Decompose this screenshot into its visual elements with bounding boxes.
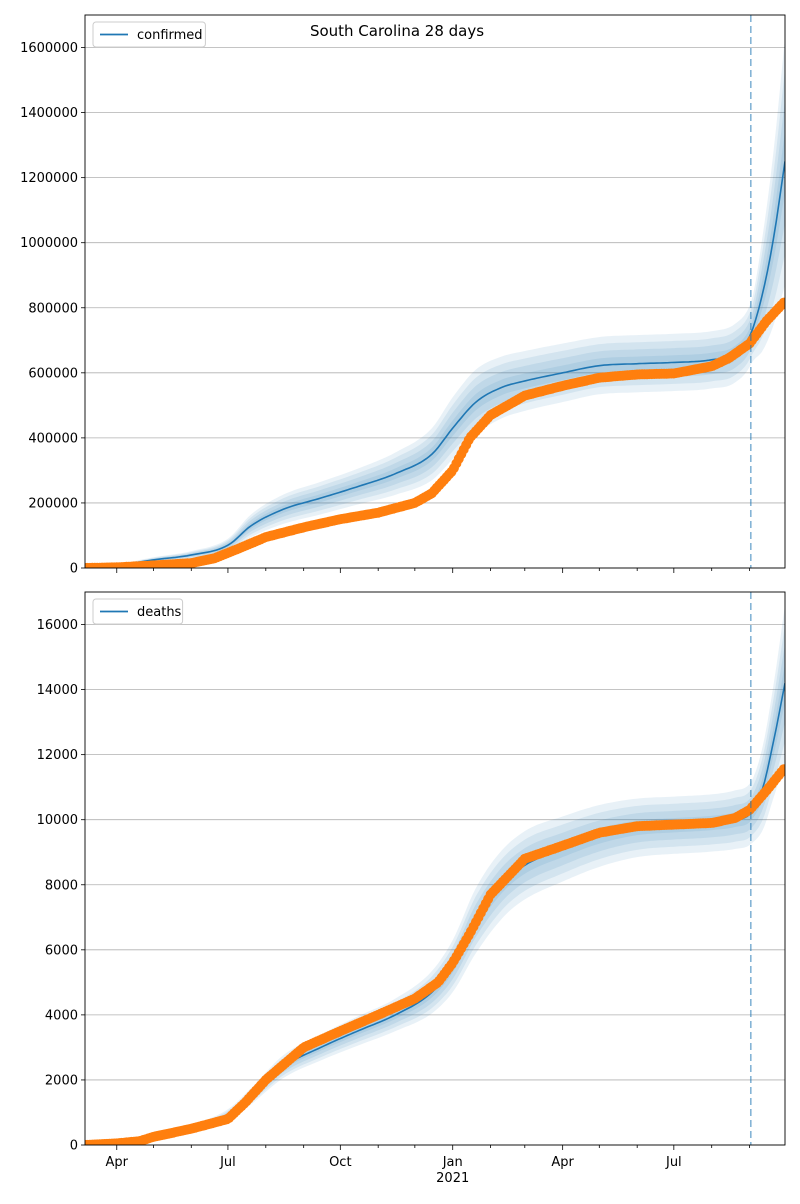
legend-label-deaths: deaths (137, 605, 182, 620)
uncertainty-band (85, 37, 785, 568)
y-tick-label: 14000 (37, 683, 78, 698)
uncertainty-band (85, 605, 785, 1145)
uncertainty-band (85, 68, 785, 568)
y-tick-label: 1200000 (20, 171, 78, 186)
x-tick-label: Apr (106, 1155, 129, 1170)
model-line-deaths (85, 682, 785, 1145)
confirmed-panel: 0 200000 400000 600000 800000 1000000 1200000 1… (20, 14, 786, 577)
x-tick-label: Jul (665, 1155, 682, 1170)
y-tick-label: 0 (70, 1139, 78, 1154)
y-tick-label: 200000 (28, 496, 78, 511)
y-tick-label: 12000 (37, 748, 78, 763)
y-tick-label: 6000 (45, 943, 78, 958)
x-year-label: 2021 (436, 1171, 469, 1186)
y-tick-label: 1400000 (20, 106, 78, 121)
uncertainty-band (85, 644, 785, 1145)
uncertainty-band (85, 663, 785, 1145)
plot-area (85, 37, 785, 568)
y-tick-label: 0 (70, 562, 78, 577)
y-tick-label: 4000 (45, 1008, 78, 1023)
axes-frame (84, 14, 786, 569)
legend-box (92, 21, 206, 48)
y-tick-label: 600000 (28, 366, 78, 381)
y-tick-label: 2000 (45, 1073, 78, 1088)
observed-point (778, 297, 785, 308)
y-tick-label: 16000 (37, 618, 78, 633)
plot-area (85, 605, 785, 1145)
x-tick-label: Oct (329, 1155, 351, 1170)
y-tick-label: 1600000 (20, 41, 78, 56)
legend: confirmed (92, 21, 206, 48)
x-tick-label: Jan (442, 1155, 463, 1170)
legend-label-confirmed: confirmed (137, 28, 203, 43)
y-tick-label: 400000 (28, 431, 78, 446)
y-tick-label: 8000 (45, 878, 78, 893)
y-tick-label: 800000 (28, 301, 78, 316)
model-line-confirmed (85, 161, 785, 568)
figure-title: South Carolina 28 days (310, 22, 484, 40)
y-tick-label: 10000 (37, 813, 78, 828)
deaths-panel: 0 2000 4000 6000 8000 10000 12000 14000 16000 dea… (37, 591, 786, 1186)
legend: deaths (92, 598, 184, 625)
y-tick-label: 1000000 (20, 236, 78, 251)
observed-point (778, 764, 785, 775)
axes-frame (84, 591, 786, 1146)
x-tick-label: Jul (219, 1155, 236, 1170)
legend-box (92, 598, 184, 625)
x-tick-label: Apr (551, 1155, 574, 1170)
